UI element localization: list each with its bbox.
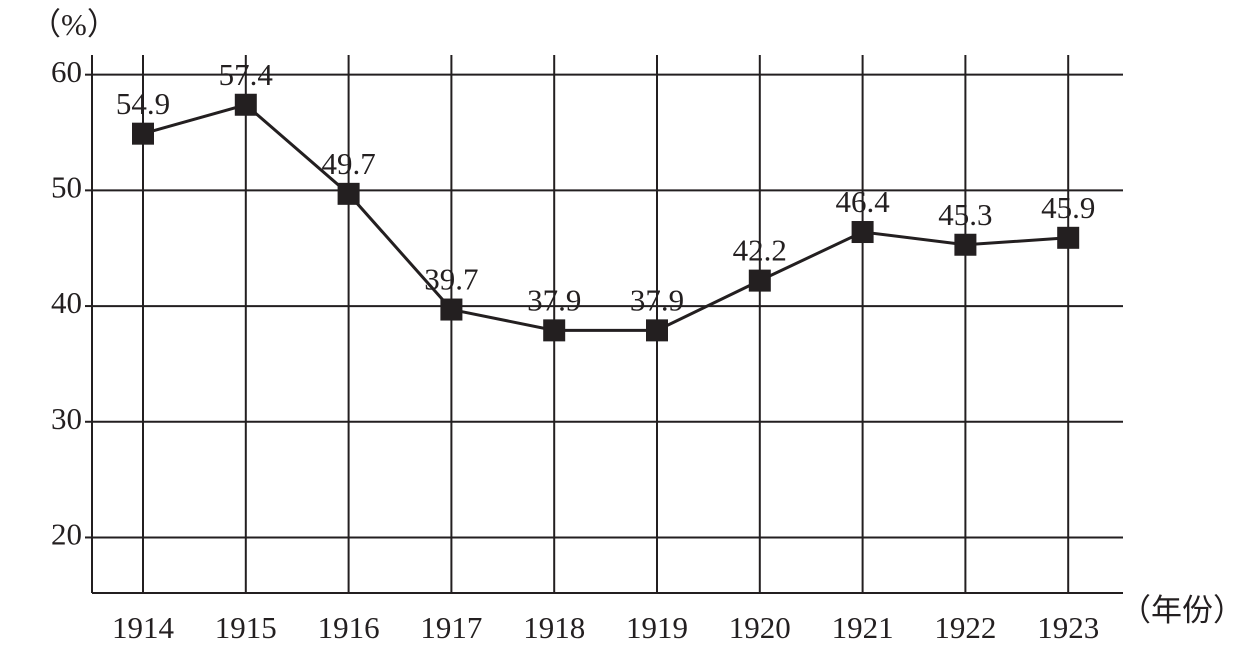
x-tick-label: 1919: [626, 610, 688, 645]
x-tick-label: 1920: [729, 610, 791, 645]
x-tick-label: 1914: [112, 610, 175, 645]
marker: [543, 319, 566, 342]
y-tick-label: 30: [51, 401, 82, 436]
y-tick-label: 40: [51, 285, 82, 320]
marker: [337, 182, 360, 205]
x-tick-label: 1918: [523, 610, 585, 645]
marker: [234, 93, 257, 116]
data-label: 54.9: [116, 86, 170, 121]
x-tick-label: 1917: [420, 610, 482, 645]
y-tick-label: 50: [51, 169, 82, 204]
x-tick-label: 1922: [934, 610, 996, 645]
marker: [748, 269, 771, 292]
marker: [132, 122, 154, 145]
data-label: 42.2: [733, 233, 787, 268]
y-tick-label: 60: [51, 54, 82, 89]
data-label: 39.7: [424, 262, 478, 297]
marker: [954, 233, 977, 256]
data-label: 37.9: [630, 282, 684, 317]
data-label: 45.3: [938, 197, 992, 232]
marker: [1057, 226, 1080, 249]
x-axis-label: （年份）: [1120, 593, 1244, 628]
x-tick-label: 1916: [318, 610, 380, 645]
x-tick-label: 1915: [215, 610, 277, 645]
data-label: 49.7: [321, 146, 375, 181]
data-label: 46.4: [835, 184, 890, 219]
marker: [440, 298, 463, 321]
y-tick-label: 20: [51, 517, 82, 552]
marker: [851, 221, 874, 244]
data-label: 57.4: [219, 57, 274, 92]
data-label: 37.9: [527, 282, 581, 317]
line: [142, 103, 1069, 332]
x-tick-label: 1923: [1037, 610, 1099, 645]
data-label: 45.9: [1041, 190, 1095, 225]
x-tick-label: 1921: [832, 610, 894, 645]
marker: [646, 319, 668, 342]
y-axis-label: （%）: [30, 7, 118, 42]
